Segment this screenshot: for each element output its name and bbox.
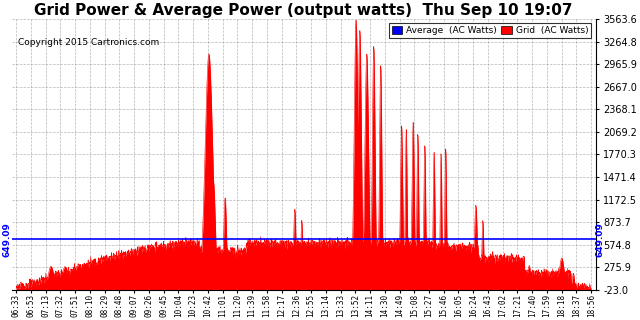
Legend: Average  (AC Watts), Grid  (AC Watts): Average (AC Watts), Grid (AC Watts) (389, 23, 591, 38)
Text: 649.09: 649.09 (596, 222, 605, 257)
Title: Grid Power & Average Power (output watts)  Thu Sep 10 19:07: Grid Power & Average Power (output watts… (35, 3, 573, 18)
Text: 649.09: 649.09 (3, 222, 12, 257)
Text: Copyright 2015 Cartronics.com: Copyright 2015 Cartronics.com (18, 38, 159, 47)
